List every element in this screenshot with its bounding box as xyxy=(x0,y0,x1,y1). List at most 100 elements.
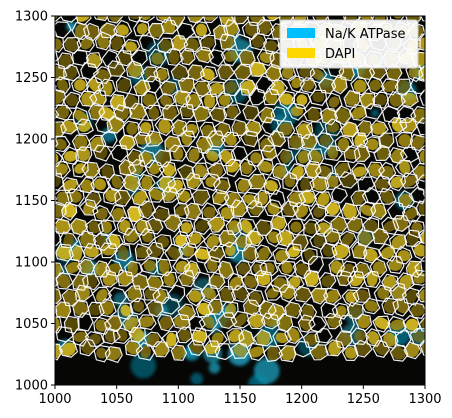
cell-boundary xyxy=(178,242,199,260)
nucleus xyxy=(162,81,176,95)
nucleus xyxy=(405,318,419,331)
cell-boundary xyxy=(399,146,420,163)
cell-boundary xyxy=(55,272,74,290)
cell-boundary xyxy=(386,255,405,275)
nucleus xyxy=(341,232,354,246)
nucleus xyxy=(356,341,371,356)
nucleus xyxy=(429,244,442,261)
nucleus xyxy=(73,331,88,342)
cell-boundary xyxy=(300,247,318,266)
cell-boundary xyxy=(278,283,298,303)
nucleus xyxy=(31,36,44,52)
nucleus xyxy=(174,315,190,328)
nucleus xyxy=(354,330,366,342)
nucleus xyxy=(302,79,315,91)
cell-boundary xyxy=(167,177,187,195)
cell-boundary xyxy=(267,130,287,148)
cell-boundary xyxy=(230,199,249,218)
nucleus xyxy=(390,176,404,189)
nucleus xyxy=(220,207,233,220)
cell-boundary xyxy=(252,328,273,347)
cell-boundary xyxy=(404,229,423,248)
cell-boundary xyxy=(407,302,425,319)
nucleus xyxy=(180,272,194,286)
nucleus xyxy=(181,132,193,146)
nucleus xyxy=(160,95,173,107)
cell-boundary xyxy=(176,164,196,181)
nucleus xyxy=(405,289,418,303)
cell-boundary xyxy=(288,163,307,181)
nucleus xyxy=(391,117,404,132)
nucleus xyxy=(55,38,62,51)
nucleus xyxy=(57,78,69,92)
cell-boundary xyxy=(349,327,369,346)
cell-boundary xyxy=(387,315,407,334)
nucleus xyxy=(124,317,139,330)
cell-boundary xyxy=(307,255,325,274)
nucleus xyxy=(424,218,441,235)
cell-boundary xyxy=(270,214,288,233)
cell-boundary xyxy=(106,16,124,24)
cell-boundary xyxy=(83,242,103,260)
nucleus xyxy=(264,16,278,21)
cell-boundary xyxy=(216,92,234,109)
cell-boundary xyxy=(199,65,219,83)
nucleus xyxy=(188,233,202,245)
cell-boundary xyxy=(386,90,406,111)
microscopy-image xyxy=(30,0,442,385)
cell-boundary xyxy=(239,78,257,97)
nucleus xyxy=(85,0,102,6)
cell-boundary xyxy=(286,274,305,291)
cell-boundary xyxy=(102,186,122,205)
cell-boundary xyxy=(409,133,425,151)
cell-boundary xyxy=(201,172,221,192)
nucleus xyxy=(398,134,412,147)
cell-boundary xyxy=(30,284,46,300)
y-tick-label: 1200 xyxy=(15,133,48,148)
nucleus xyxy=(55,90,65,104)
cell-boundary xyxy=(81,161,101,178)
nucleus xyxy=(283,0,301,9)
nucleus xyxy=(64,38,79,52)
cell-boundary xyxy=(76,258,96,276)
cell-boundary xyxy=(211,0,227,9)
nucleus xyxy=(118,245,129,261)
nucleus xyxy=(266,65,281,81)
cell-boundary xyxy=(426,105,442,123)
nucleus xyxy=(291,165,304,179)
nucleus xyxy=(80,179,93,192)
cell-boundary xyxy=(353,339,373,358)
cell-boundary xyxy=(314,218,332,238)
cell-boundary xyxy=(230,342,250,360)
nucleus xyxy=(33,90,49,107)
nucleus xyxy=(336,332,351,347)
cell-boundary xyxy=(85,52,103,69)
cell-boundary xyxy=(247,173,267,190)
cell-boundary xyxy=(137,119,155,137)
x-tick-label: 1200 xyxy=(285,392,318,407)
cell-boundary xyxy=(208,271,226,290)
nucleus xyxy=(228,220,241,233)
cell-boundary xyxy=(338,230,358,249)
cell-boundary xyxy=(93,316,112,335)
nucleus xyxy=(352,166,367,177)
cell-boundary xyxy=(264,283,283,301)
nucleus xyxy=(185,123,198,135)
cell-boundary xyxy=(399,116,418,134)
cell-boundary xyxy=(282,171,299,192)
nucleus xyxy=(206,150,219,162)
cell-boundary xyxy=(129,297,149,316)
nucleus xyxy=(220,35,234,50)
cell-boundary xyxy=(419,88,425,106)
nucleus xyxy=(149,0,164,12)
nucleus xyxy=(404,342,420,358)
nucleus xyxy=(55,50,56,62)
cell-boundary xyxy=(411,240,425,261)
cell-boundary xyxy=(74,118,94,135)
cell-boundary xyxy=(414,260,425,277)
cell-boundary xyxy=(193,216,212,235)
nucleus xyxy=(392,285,406,300)
cell-boundary xyxy=(131,187,150,206)
nucleus xyxy=(312,178,328,191)
nucleus xyxy=(224,133,237,146)
